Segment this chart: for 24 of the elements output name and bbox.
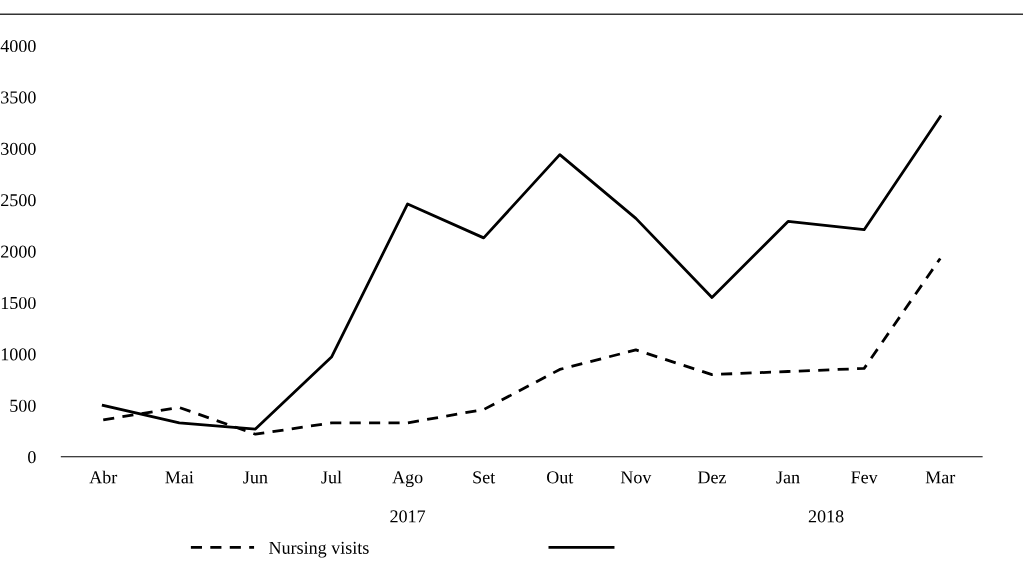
- x-tick-label: Abr: [89, 470, 118, 484]
- x-tick-label: Dez: [697, 471, 726, 484]
- text: 2017: [390, 510, 426, 523]
- x-tick-label: Out: [546, 471, 574, 484]
- x-tick-label: Mar: [925, 471, 956, 484]
- y-tick-label: 1000: [1, 348, 36, 361]
- x-tick-label: Jan: [776, 471, 800, 484]
- x-tick-label: Jun: [243, 471, 268, 484]
- x-tick-label: Jul: [321, 470, 342, 484]
- y-tick-label: 500: [10, 399, 36, 412]
- y-tick-label: 3000: [1, 142, 36, 155]
- x-tick-label: Nov: [620, 471, 652, 484]
- legend-label: Nursing visits: [269, 541, 369, 558]
- y-tick-label: 0: [28, 451, 36, 464]
- x-tick-label: Ago: [392, 471, 423, 488]
- text: 2018: [808, 510, 844, 523]
- y-tick-label: 4000: [0, 39, 36, 53]
- x-tick-label: Fev: [851, 471, 878, 484]
- y-tick-label: 3500: [1, 91, 36, 104]
- x-tick-label: Mai: [165, 471, 194, 484]
- y-tick-label: 2500: [1, 194, 36, 207]
- y-tick-label: 2000: [1, 245, 36, 258]
- x-tick-label: Set: [473, 471, 496, 484]
- y-tick-label: 1500: [1, 296, 36, 310]
